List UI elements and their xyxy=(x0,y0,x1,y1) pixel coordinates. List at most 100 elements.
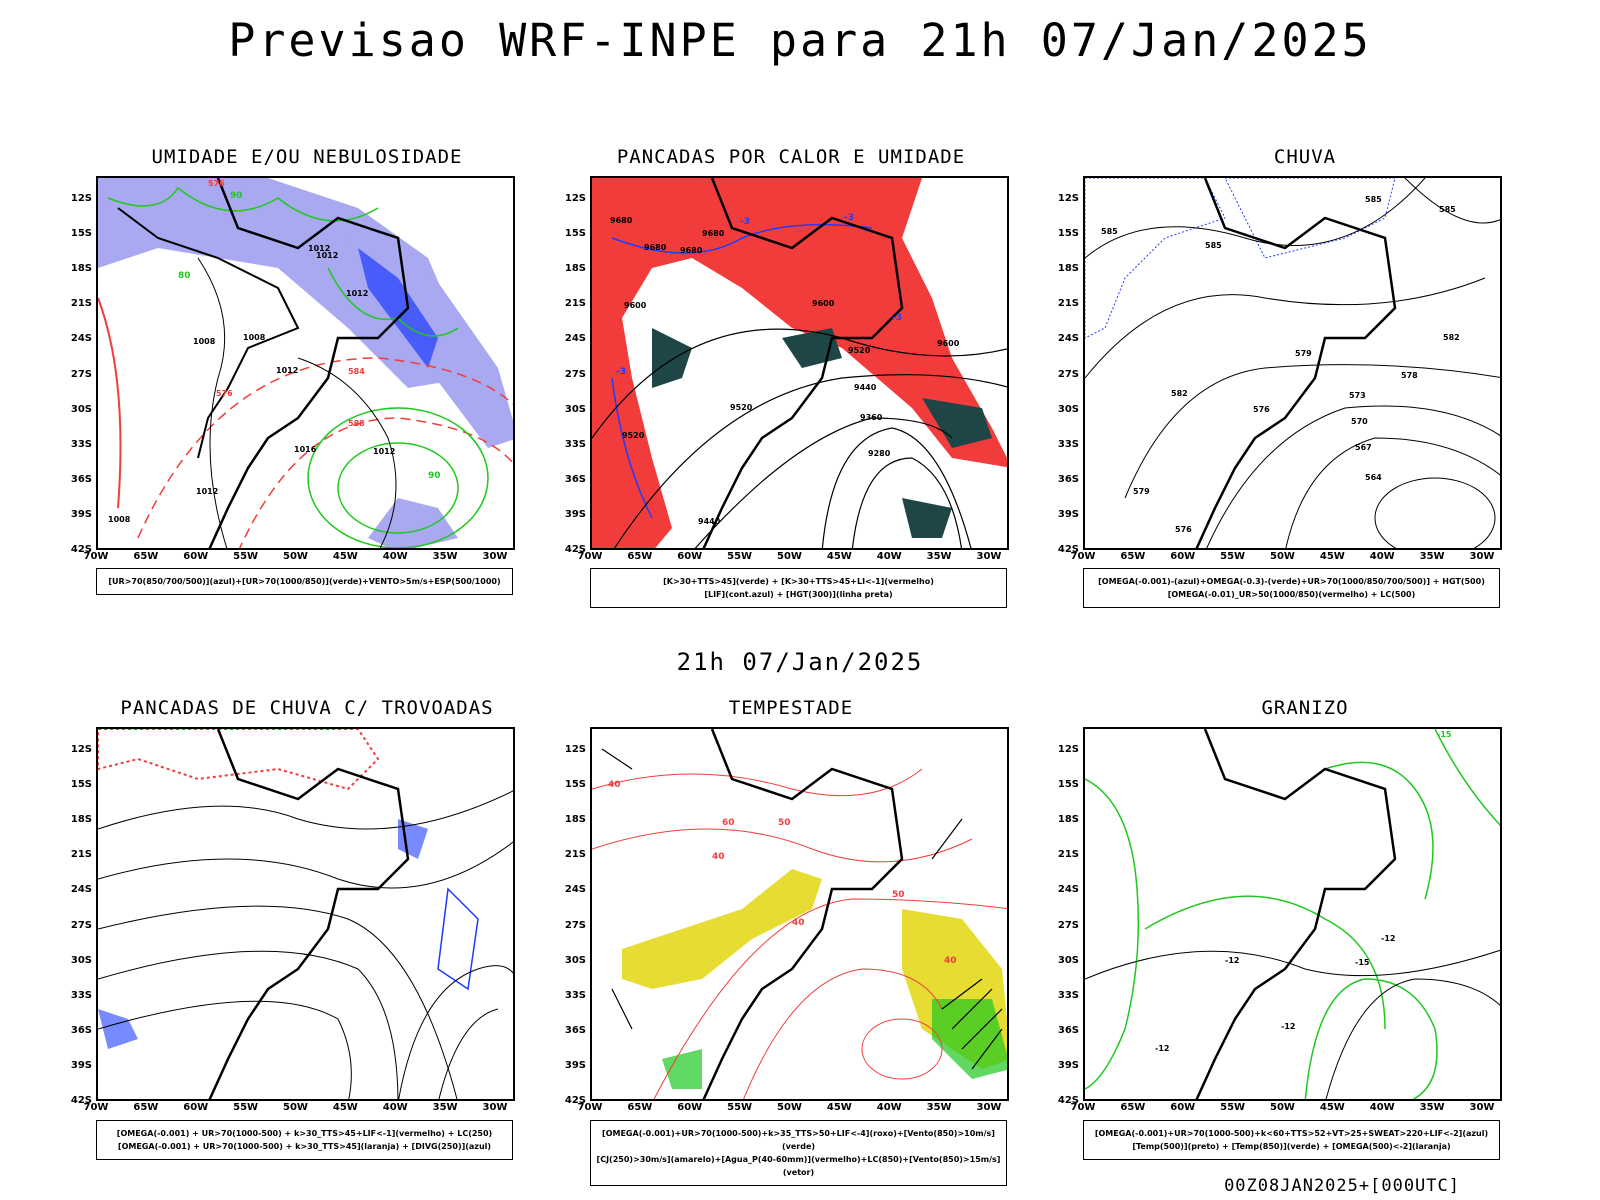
lc-contour-3 xyxy=(653,898,1007,1099)
hgt-label: 9680 xyxy=(702,229,725,238)
green-label: 90 xyxy=(230,191,243,201)
hgt-contour-9360 xyxy=(821,427,972,548)
lat-tick-label: 27S xyxy=(1057,368,1079,380)
lon-tick-label: 60W xyxy=(1170,551,1196,562)
legend-pancadas-trovoadas: [OMEGA(-0.001) + UR>70(1000-500) + k>30_… xyxy=(96,1120,513,1160)
hgt-label: 9600 xyxy=(624,301,647,310)
lat-tick-label: 36S xyxy=(70,473,92,485)
legend-line: [OMEGA(-0.001)+UR>70(1000-500)+k<60+TTS>… xyxy=(1094,1129,1489,1138)
lon-tick-label: 55W xyxy=(727,1102,753,1113)
lon-tick-label: 50W xyxy=(1270,1102,1295,1113)
hgt-label: 576 xyxy=(1175,525,1192,534)
panel-title-umidade: UMIDADE E/OU NEBULOSIDADE xyxy=(151,146,463,168)
isobar-1008 xyxy=(197,257,228,548)
hgt-564 xyxy=(1374,477,1496,548)
hgt-label: 573 xyxy=(1349,391,1366,400)
main-title: Previsao WRF-INPE para 21h 07/Jan/2025 xyxy=(228,14,1372,67)
map-umidade: 1012 1012 1012 1008 1008 1016 1012 1012 … xyxy=(96,176,515,550)
red-label: 584 xyxy=(348,367,365,376)
hgt-label: 570 xyxy=(1351,417,1368,426)
hgt-label: 567 xyxy=(1355,443,1372,452)
lif-contour-2 xyxy=(611,377,653,519)
lat-tick-label: 24S xyxy=(70,333,92,345)
panel-title-tempestade: TEMPESTADE xyxy=(728,697,854,719)
lat-tick-label: 24S xyxy=(564,333,586,345)
footer-timestamp: 00Z08JAN2025+[000UTC] xyxy=(1224,1176,1460,1196)
hgt-label: 9440 xyxy=(698,517,721,526)
temp-label: -12 xyxy=(1381,934,1395,943)
hgt-label: 585 xyxy=(1439,205,1456,214)
lon-tick-label: 30W xyxy=(1469,1102,1495,1113)
lon-tick-label: 50W xyxy=(283,1102,308,1113)
hgt-585 xyxy=(1085,178,1426,259)
blue-divg-3 xyxy=(98,1009,138,1049)
lif-contour xyxy=(611,223,873,254)
lc-contour-5 xyxy=(861,1018,943,1080)
lat-tick-label: 12S xyxy=(1057,744,1079,755)
red-area xyxy=(98,729,380,791)
lat-tick-label: 27S xyxy=(564,919,586,931)
lat-tick-label: 18S xyxy=(564,263,586,275)
lon-tick-label: 65W xyxy=(133,1102,159,1113)
lat-tick-label: 42S xyxy=(1057,1095,1079,1106)
isobar-label: 1008 xyxy=(243,333,266,342)
lc-contour-2 xyxy=(592,828,973,863)
lon-tick-label: 40W xyxy=(876,551,902,562)
lon-tick-label: 40W xyxy=(382,551,408,562)
hgt-573 xyxy=(1206,405,1500,548)
streamline-6 xyxy=(398,965,513,1099)
lon-tick-label: 70W xyxy=(1070,551,1096,562)
hgt-label: 582 xyxy=(1443,333,1460,342)
lat-tick-label: 24S xyxy=(564,884,586,896)
red-label: 576 xyxy=(216,389,233,398)
lat-tick-label: 21S xyxy=(564,849,586,861)
teal-fill-2 xyxy=(782,328,842,368)
lon-tick-label: 30W xyxy=(1469,551,1495,562)
lat-tick-label: 33S xyxy=(564,438,586,450)
lc-label: 50 xyxy=(892,890,905,900)
red-label: 588 xyxy=(348,419,365,428)
blue-divg-2 xyxy=(437,887,479,991)
lon-tick-label: 45W xyxy=(332,551,358,562)
lat-tick-label: 30S xyxy=(564,954,586,966)
coastline xyxy=(702,729,904,1099)
hgt-label: 9280 xyxy=(868,449,891,458)
lon-tick-label: 35W xyxy=(432,551,458,562)
lat-tick-label: 24S xyxy=(70,884,92,896)
isobar-label: 1012 xyxy=(276,366,298,375)
lat-tick-label: 30S xyxy=(70,403,92,415)
hgt-label: 579 xyxy=(1295,349,1312,358)
lon-tick-label: 45W xyxy=(1319,551,1345,562)
legend-line: [OMEGA(-0.001) + UR>70(1000-500) + k>30_… xyxy=(117,1142,492,1151)
streamline-4 xyxy=(98,950,399,1099)
hgt-576 xyxy=(1124,364,1500,499)
humidity-core xyxy=(358,248,438,368)
lon-tick-label: 70W xyxy=(577,551,603,562)
teal-fill-3 xyxy=(922,398,992,448)
lat-tick-label: 18S xyxy=(1057,263,1079,275)
lat-tick-label: 39S xyxy=(564,1059,586,1071)
humidity-fill-blue-3 xyxy=(368,498,458,548)
legend-line: [LIF](cont.azul) + [HGT(300)](linha pret… xyxy=(704,590,893,599)
panel-title-pancadas-trovoadas: PANCADAS DE CHUVA C/ TROVOADAS xyxy=(120,697,494,719)
coastline xyxy=(208,178,410,548)
lat-tick-label: 18S xyxy=(70,263,92,275)
lat-tick-label: 36S xyxy=(70,1024,92,1036)
streamline-3 xyxy=(98,905,458,1099)
lon-tick-label: 65W xyxy=(1120,1102,1146,1113)
lon-tick-label: 35W xyxy=(1419,551,1445,562)
lon-tick-label: 45W xyxy=(826,551,852,562)
hgt-585b xyxy=(1404,178,1500,224)
lon-tick-label: 45W xyxy=(826,1102,852,1113)
temp850-4 xyxy=(1304,978,1438,1099)
hgt-label: 578 xyxy=(1401,371,1418,380)
lat-tick-label: 15S xyxy=(70,779,92,791)
lon-tick-label: 35W xyxy=(926,1102,952,1113)
temp850-2 xyxy=(1324,761,1434,900)
lon-tick-label: 30W xyxy=(976,551,1002,562)
streamline-5 xyxy=(98,1000,352,1099)
hgt-label: 9680 xyxy=(610,216,633,225)
temp-label: -12 xyxy=(1281,1022,1295,1031)
blue-omega-area-2 xyxy=(1224,178,1396,259)
dashed-588 xyxy=(239,417,513,548)
